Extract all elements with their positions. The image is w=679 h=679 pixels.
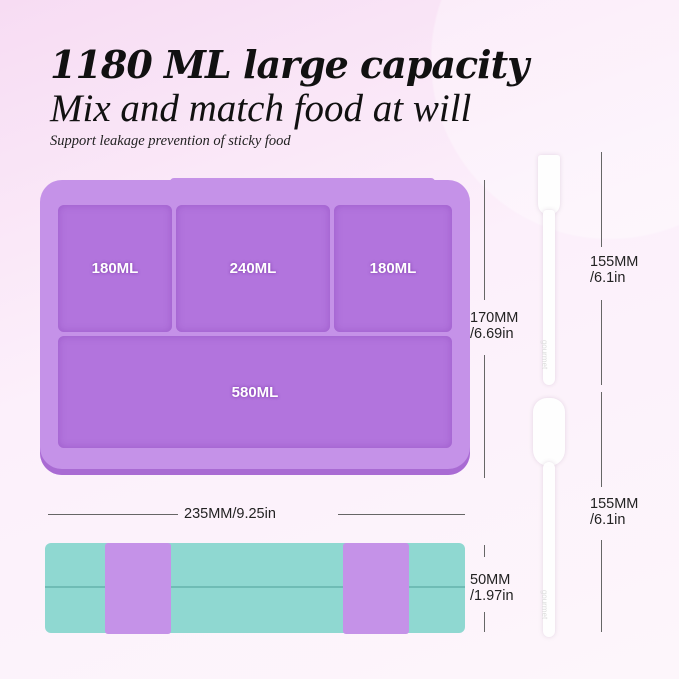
spoon-handle — [543, 462, 555, 637]
spoon-length-label: 155MM/6.1in — [590, 496, 639, 528]
dimension-line — [601, 540, 602, 632]
side-clip — [343, 543, 409, 634]
dimension-line — [338, 514, 465, 515]
subheadline: Mix and match food at will — [50, 87, 472, 130]
compartment: 580ML — [58, 336, 452, 448]
dimension-line — [601, 300, 602, 385]
dimension-line — [48, 514, 178, 515]
dimension-line — [484, 612, 485, 632]
compartment-label: 240ML — [229, 260, 277, 277]
tagline: Support leakage prevention of sticky foo… — [50, 133, 291, 149]
fork-icon — [538, 155, 560, 215]
compartment: 180ML — [58, 205, 172, 332]
fork-length-label: 155MM/6.1in — [590, 254, 639, 286]
headline: 1180 ML large capacity — [50, 42, 529, 87]
spoon-icon — [533, 398, 565, 466]
fork-handle — [543, 210, 555, 385]
compartment-label: 580ML — [231, 383, 279, 401]
dimension-line — [601, 152, 602, 247]
dimension-line — [484, 180, 485, 300]
lid-seam — [45, 586, 465, 588]
width-label: 235MM/9.25in — [184, 506, 276, 522]
lunch-box-top-view: 180ML 240ML 180ML 580ML — [40, 180, 470, 475]
side-clip — [105, 543, 171, 634]
utensil-brand: gourmet — [540, 339, 550, 370]
compartment: 240ML — [176, 205, 330, 332]
compartment: 180ML — [334, 205, 452, 332]
utensil-brand: gourmet — [540, 589, 550, 620]
compartment-label: 180ML — [91, 260, 139, 277]
dimension-line — [484, 545, 485, 557]
length-label: 170MM/6.69in — [470, 310, 519, 342]
height-label: 50MM/1.97in — [470, 572, 514, 604]
compartment-label: 180ML — [369, 260, 417, 277]
dimension-line — [601, 392, 602, 487]
dimension-line — [484, 355, 485, 478]
